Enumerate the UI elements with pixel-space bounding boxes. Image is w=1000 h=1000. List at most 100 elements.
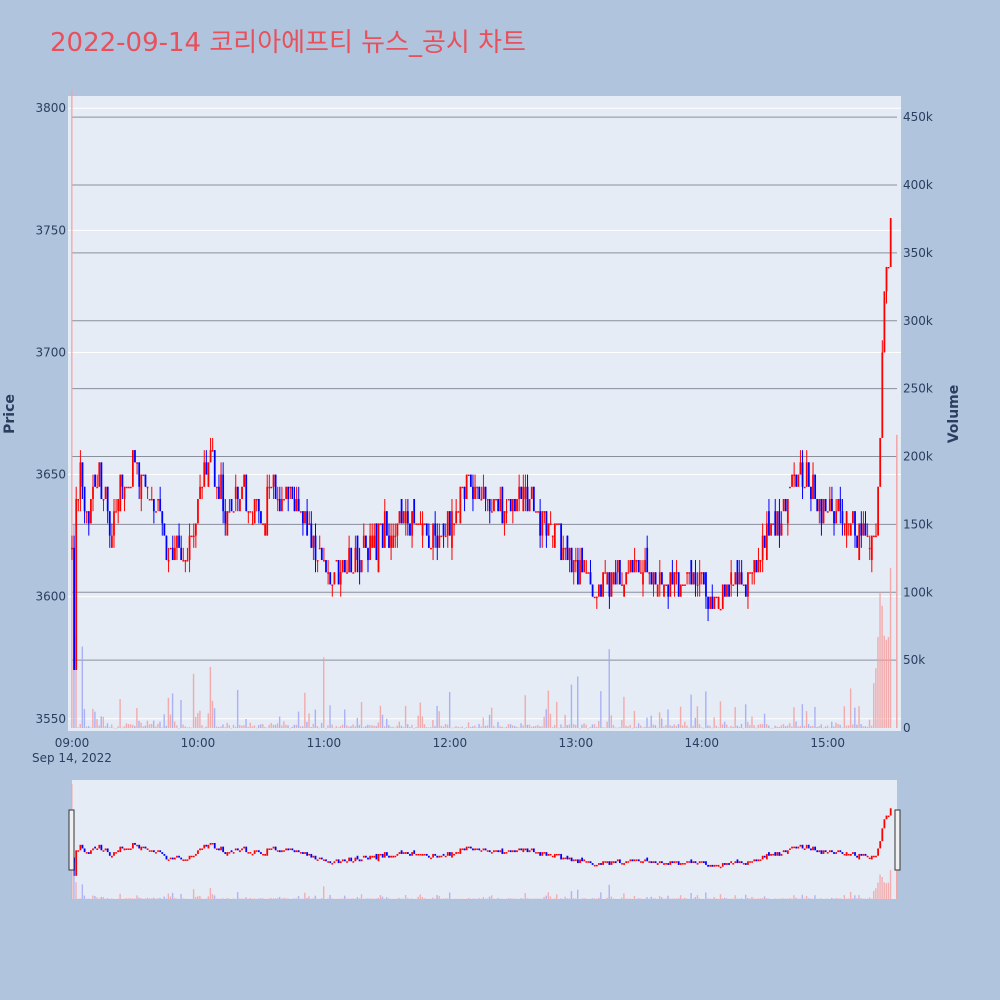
volume-bar	[799, 725, 801, 728]
volume-bar	[205, 726, 207, 728]
slider-volume-bar	[140, 898, 142, 899]
range-slider[interactable]	[72, 780, 897, 899]
candle-body	[148, 498, 151, 501]
slider-candle	[224, 852, 227, 854]
volume-bar	[155, 726, 157, 728]
volume-bar	[793, 707, 795, 728]
slider-candle	[864, 853, 867, 856]
slider-candle	[194, 853, 197, 856]
candle-body	[211, 450, 214, 452]
volume-bar	[337, 727, 340, 728]
volume-bar	[564, 714, 566, 728]
slider-candle	[186, 859, 189, 861]
candle-body	[856, 535, 859, 548]
candle-body	[178, 535, 180, 548]
volume-bar	[484, 725, 487, 728]
slider-candle	[873, 855, 875, 858]
slider-volume-bar	[169, 896, 172, 899]
candle-body	[251, 523, 254, 525]
volume-bar	[94, 711, 96, 728]
candle-body	[560, 523, 563, 561]
slider-volume-bar	[619, 898, 621, 900]
slider-volume-bar	[841, 898, 843, 900]
slider-candle	[635, 859, 638, 861]
slider-volume-bar	[499, 898, 501, 900]
slider-volume-bar	[805, 895, 808, 899]
candle-body	[816, 498, 819, 512]
candle-body	[633, 560, 636, 573]
plot-area[interactable]	[68, 96, 901, 731]
candle-body	[574, 560, 577, 562]
slider-volume-bar	[654, 898, 657, 899]
candle-body	[220, 474, 222, 499]
slider-candle	[810, 848, 812, 851]
slider-candle	[232, 852, 235, 854]
slider-volume-bar	[625, 898, 627, 900]
candle-body	[570, 547, 573, 573]
slider-volume-bar	[885, 883, 888, 899]
slider-candle	[159, 850, 162, 853]
volume-bar	[681, 725, 684, 728]
slider-volume-bar	[344, 895, 346, 899]
candle-body	[887, 266, 890, 269]
slider-candle	[503, 852, 506, 854]
slider-candle	[686, 861, 688, 863]
volume-bar	[385, 718, 388, 728]
volume-bar	[144, 725, 147, 728]
slider-candle	[532, 848, 535, 853]
slider-candle	[230, 850, 233, 853]
slider-volume-bar	[585, 898, 587, 899]
slider-candle	[276, 850, 279, 852]
slider-candle	[879, 841, 882, 849]
volume-bar	[549, 713, 552, 728]
slider-volume-bar	[150, 898, 153, 899]
slider-volume-bar	[451, 898, 453, 900]
volume-bar	[425, 727, 428, 728]
slider-volume-bar	[396, 898, 398, 900]
slider-candle	[249, 852, 252, 854]
price-tick-label: 3550	[35, 712, 66, 726]
slider-volume-bar	[738, 898, 741, 900]
slider-volume-bar	[385, 897, 388, 899]
candle-body	[721, 584, 724, 609]
slider-candle	[123, 848, 126, 851]
slider-candle	[152, 850, 155, 853]
slider-volume-bar	[688, 898, 690, 900]
volume-bar	[367, 724, 369, 728]
slider-volume-bar	[241, 898, 243, 900]
time-tick-label: 14:00	[684, 736, 719, 750]
volume-bar	[419, 702, 422, 728]
slider-candle	[631, 859, 634, 862]
volume-bar	[257, 725, 260, 728]
slider-volume-bar	[171, 892, 174, 899]
slider-candle	[272, 846, 275, 849]
slider-volume-bar	[77, 898, 79, 900]
slider-volume-bar	[656, 898, 659, 900]
volume-bar	[608, 649, 610, 728]
candle-body	[358, 560, 361, 573]
range-slider-left-handle[interactable]	[68, 809, 75, 871]
volume-bar	[885, 639, 888, 728]
volume-bar	[849, 688, 852, 728]
slider-volume-bar	[352, 898, 354, 899]
slider-candle	[803, 848, 806, 850]
candle-body	[165, 535, 168, 561]
volume-bar	[623, 696, 625, 728]
candle-body	[243, 474, 246, 487]
volume-bar	[402, 727, 405, 728]
volume-bar	[213, 708, 216, 728]
candle-body	[820, 498, 823, 524]
slider-volume-bar	[562, 898, 564, 900]
slider-candle	[564, 857, 567, 860]
volume-bar	[476, 727, 478, 728]
volume-bar	[348, 726, 350, 728]
slider-candle	[108, 852, 111, 856]
slider-volume-bar	[514, 898, 516, 900]
volume-bar	[765, 724, 768, 728]
volume-bar	[455, 726, 457, 728]
range-slider-right-handle[interactable]	[894, 809, 901, 871]
slider-candle	[585, 861, 588, 863]
candle-body	[436, 535, 439, 548]
volume-bar	[308, 713, 310, 728]
volume-bar	[295, 724, 298, 728]
